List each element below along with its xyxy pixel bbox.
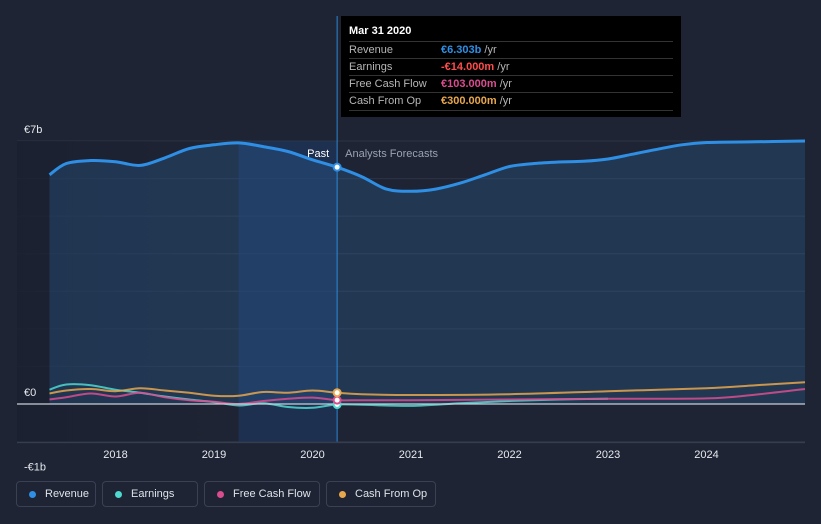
free-cash-flow-marker	[332, 395, 342, 405]
series-lines	[48, 139, 806, 409]
past-label: Past	[307, 148, 329, 160]
tooltip-label: Free Cash Flow	[349, 78, 427, 90]
tooltip-label: Cash From Op	[349, 95, 422, 107]
revenue-marker	[332, 162, 342, 172]
y-tick-label: -€1b	[24, 462, 46, 474]
tooltip-value: €103.000m /yr	[441, 78, 512, 90]
x-tick-label: 2018	[103, 449, 127, 461]
legend-dot-icon	[217, 491, 224, 498]
legend-item-free-cash-flow[interactable]: Free Cash Flow	[204, 481, 320, 507]
legend-label: Cash From Op	[355, 488, 428, 500]
hover-tooltip: Mar 31 2020 Revenue €6.303b /yr Earnings…	[341, 16, 681, 117]
x-tick-label: 2021	[399, 449, 423, 461]
x-tick-label: 2020	[300, 449, 324, 461]
legend-label: Revenue	[45, 488, 90, 500]
legend-label: Free Cash Flow	[233, 488, 311, 500]
tooltip-row-free-cash-flow: Free Cash Flow €103.000m /yr	[349, 75, 673, 93]
legend-item-earnings[interactable]: Earnings	[102, 481, 198, 507]
revenue-line	[48, 139, 806, 193]
cash-from-op-marker	[332, 388, 342, 398]
legend-label: Earnings	[131, 488, 175, 500]
tooltip-label: Earnings	[349, 61, 393, 73]
hover-markers	[332, 162, 342, 410]
legend-dot-icon	[29, 491, 36, 498]
cash-from-op-line	[49, 381, 806, 398]
legend-dot-icon	[339, 491, 346, 498]
tooltip-label: Revenue	[349, 44, 394, 56]
free-cash-flow-line	[49, 388, 806, 406]
y-tick-label: €0	[24, 387, 36, 399]
tooltip-date: Mar 31 2020	[349, 25, 412, 37]
legend-item-revenue[interactable]: Revenue	[16, 481, 96, 507]
x-tick-label: 2019	[202, 449, 226, 461]
revenue-area-fill	[49, 141, 805, 404]
tooltip-value: -€14.000m /yr	[441, 61, 510, 73]
tooltip-value: €300.000m /yr	[441, 95, 512, 107]
legend-item-cash-from-op[interactable]: Cash From Op	[326, 481, 436, 507]
y-tick-label: €7b	[24, 124, 42, 136]
x-tick-label: 2022	[497, 449, 521, 461]
tooltip-row-revenue: Revenue €6.303b /yr	[349, 41, 673, 59]
tooltip-row-earnings: Earnings -€14.000m /yr	[349, 58, 673, 76]
legend-dot-icon	[115, 491, 122, 498]
tooltip-row-cash-from-op: Cash From Op €300.000m /yr	[349, 92, 673, 111]
earnings-line	[49, 383, 609, 409]
x-tick-label: 2024	[694, 449, 718, 461]
axis-labels: €7b €0 -€1b 2018 2019 2020 2021 2022 2023 2024 Pas…	[24, 124, 719, 474]
x-tick-label: 2023	[596, 449, 620, 461]
revenue-area	[49, 141, 805, 404]
tooltip-value: €6.303b /yr	[441, 44, 497, 56]
axes	[17, 16, 805, 444]
forecast-label: Analysts Forecasts	[345, 148, 438, 160]
